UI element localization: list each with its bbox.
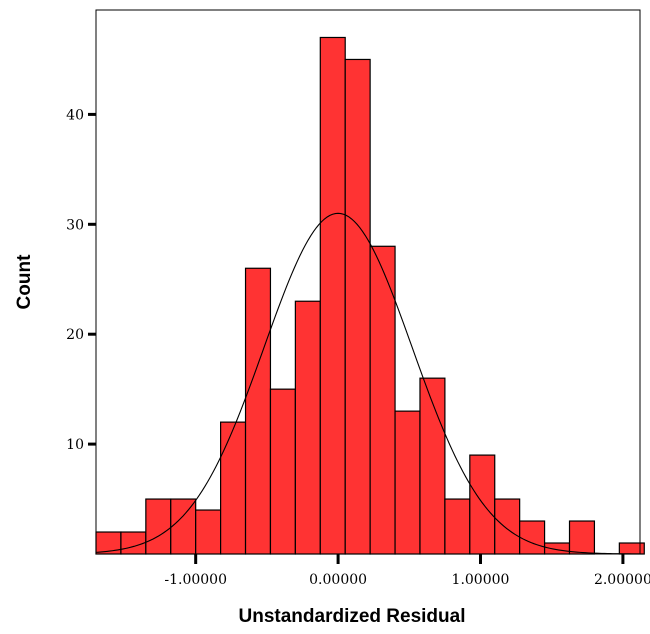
x-tick-label: 0.00000 xyxy=(309,572,367,588)
histogram-bar xyxy=(543,542,571,555)
histogram-bar xyxy=(195,509,222,555)
histogram-bar xyxy=(220,421,247,555)
histogram-bar xyxy=(170,498,197,555)
histogram-bar xyxy=(145,498,172,555)
histogram-bar xyxy=(494,498,521,555)
histogram-bar xyxy=(319,36,346,555)
histogram-bar xyxy=(394,410,421,555)
histogram-bar xyxy=(294,300,321,555)
histogram-bar xyxy=(344,58,371,555)
y-tick-label: 40 xyxy=(66,107,84,123)
histogram-bar xyxy=(444,498,471,555)
histogram-bar xyxy=(469,454,496,555)
x-tick-label: -1.00000 xyxy=(164,572,227,588)
y-tick-label: 10 xyxy=(66,437,84,453)
histogram-bar xyxy=(519,520,546,555)
histogram-bar xyxy=(419,377,446,555)
y-tick-label: 20 xyxy=(66,327,84,343)
histogram-bar xyxy=(269,388,296,555)
y-tick-label: 30 xyxy=(66,217,84,233)
x-tick-label: 2.00000 xyxy=(594,572,650,588)
plot-frame xyxy=(95,9,641,555)
x-tick-label: 1.00000 xyxy=(452,572,510,588)
histogram-bar xyxy=(244,267,272,555)
histogram-bar xyxy=(120,531,147,555)
histogram-bar xyxy=(568,520,596,555)
ticks-layer: 10 20 30 40 -1.00000 0.00000 1.00000 2.00000 xyxy=(66,107,650,588)
histogram-bar xyxy=(369,245,396,555)
normal-curve xyxy=(95,212,641,555)
bars-layer xyxy=(95,36,645,555)
y-axis-title: Count xyxy=(14,254,35,310)
x-axis-title: Unstandardized Residual xyxy=(239,606,466,627)
histogram-bar xyxy=(618,542,645,555)
